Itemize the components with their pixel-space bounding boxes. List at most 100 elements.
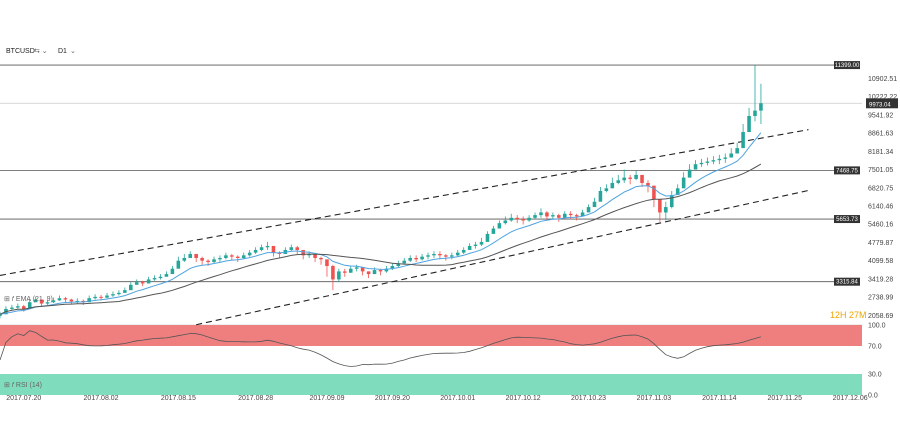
candle-body xyxy=(509,217,514,221)
candle-body xyxy=(485,233,490,242)
candle-body xyxy=(194,253,198,258)
candle-body xyxy=(640,174,644,183)
horizontal-level-tag xyxy=(834,277,860,286)
candle-body xyxy=(75,300,80,302)
candle-body xyxy=(610,182,615,189)
candle-body xyxy=(634,174,638,179)
candle-body xyxy=(384,268,389,272)
y-axis-tick-label: 10902.51 xyxy=(868,76,897,83)
candle-body xyxy=(669,195,674,208)
candle-body xyxy=(63,298,68,300)
rsi-indicator-label[interactable]: ⊞ 𝑓 RSI (14) xyxy=(4,381,42,389)
candle-body xyxy=(414,258,418,260)
candle-body xyxy=(10,307,14,309)
candle-body xyxy=(313,253,317,258)
x-axis-tick-label: 2017.08.15 xyxy=(161,395,196,402)
candle-body xyxy=(319,258,323,260)
x-axis-tick-label: 2017.11.03 xyxy=(637,395,672,402)
candle-body xyxy=(729,153,733,158)
candle-body xyxy=(455,252,460,256)
interval-label[interactable]: D1 xyxy=(58,48,67,55)
symbol-label[interactable]: BTCUSD xyxy=(6,48,35,55)
candle-body xyxy=(117,292,121,295)
candle-body xyxy=(366,271,371,275)
y-axis-tick-label: 2738.99 xyxy=(868,295,893,302)
candle-body xyxy=(289,247,294,250)
candle-body xyxy=(93,296,97,299)
candle-body xyxy=(176,260,181,269)
candle-body xyxy=(616,180,621,183)
candle-body xyxy=(164,274,169,277)
symbol-dropdown-icon[interactable]: ⇆ ⌄ xyxy=(34,48,48,55)
candle-body xyxy=(711,160,716,162)
x-axis-tick-label: 2017.09.20 xyxy=(375,395,410,402)
ma-fast-line xyxy=(0,132,762,315)
bar-countdown-label: 12H 27M xyxy=(830,310,867,320)
candle-body xyxy=(420,256,424,260)
candle-body xyxy=(16,306,20,308)
horizontal-level-value: 3315.84 xyxy=(836,280,858,286)
rsi-line xyxy=(0,330,762,367)
candle-body xyxy=(473,244,478,246)
interval-dropdown-icon[interactable]: ⌄ xyxy=(70,48,76,55)
candle-body xyxy=(562,213,567,218)
rsi-axis-tick-label: 100.0 xyxy=(868,323,886,330)
candle-body xyxy=(687,169,692,178)
candle-body xyxy=(438,253,442,256)
candle-body xyxy=(0,314,2,316)
y-axis-tick-label: 6140.46 xyxy=(868,203,893,210)
candle-body xyxy=(236,256,240,258)
candle-body xyxy=(557,215,561,218)
candle-body xyxy=(21,306,26,309)
x-axis-tick-label: 2017.11.25 xyxy=(767,395,802,402)
candle-body xyxy=(140,282,145,284)
rsi-overbought-zone xyxy=(0,325,862,346)
candle-body xyxy=(444,255,448,257)
candle-body xyxy=(533,215,537,218)
candle-body xyxy=(158,276,163,279)
candle-body xyxy=(628,177,632,179)
candle-body xyxy=(152,278,157,280)
candle-body xyxy=(360,267,365,272)
x-axis-tick-label: 2017.10.12 xyxy=(506,395,541,402)
candle-body xyxy=(27,302,32,309)
candle-body xyxy=(390,266,395,269)
candle-body xyxy=(123,290,127,293)
candle-body xyxy=(331,266,335,280)
y-axis-tick-label: 5460.16 xyxy=(868,222,893,229)
candle-body xyxy=(741,132,745,149)
horizontal-level-tag xyxy=(834,166,860,175)
candle-body xyxy=(105,295,109,298)
ma-indicator-label[interactable]: ⊞ 𝑓 EMA (21, 9) xyxy=(4,295,53,303)
candle-body xyxy=(681,177,686,189)
candle-body xyxy=(134,282,139,285)
overlay-layer: 11399.00 7468.75 5653.73 3315.84 9973.04 1090… xyxy=(6,61,898,402)
candle-body xyxy=(747,115,751,133)
candle-body xyxy=(598,191,603,202)
candle-body xyxy=(675,188,680,196)
y-axis-tick-label: 10222.22 xyxy=(868,94,897,101)
candle-body xyxy=(586,207,591,213)
candle-body xyxy=(723,157,728,159)
candle-body xyxy=(224,255,228,258)
horizontal-level-value: 7468.75 xyxy=(836,168,858,174)
candle-body xyxy=(753,110,757,116)
x-axis-tick-label: 2017.08.28 xyxy=(238,395,273,402)
candle-body xyxy=(307,253,311,256)
candle-body xyxy=(99,296,103,298)
candle-body xyxy=(301,249,305,256)
candle-body xyxy=(693,164,698,170)
candle-body xyxy=(551,215,555,217)
candle-body xyxy=(182,258,187,261)
candle-body xyxy=(450,255,454,257)
candle-body xyxy=(568,213,573,216)
candle-body xyxy=(515,217,519,220)
candle-body xyxy=(432,253,436,256)
candle-body xyxy=(479,241,484,245)
candle-body xyxy=(129,284,133,291)
candle-body xyxy=(253,249,258,253)
x-axis-tick-label: 2017.12.06 xyxy=(833,395,868,402)
candle-body xyxy=(354,267,359,269)
